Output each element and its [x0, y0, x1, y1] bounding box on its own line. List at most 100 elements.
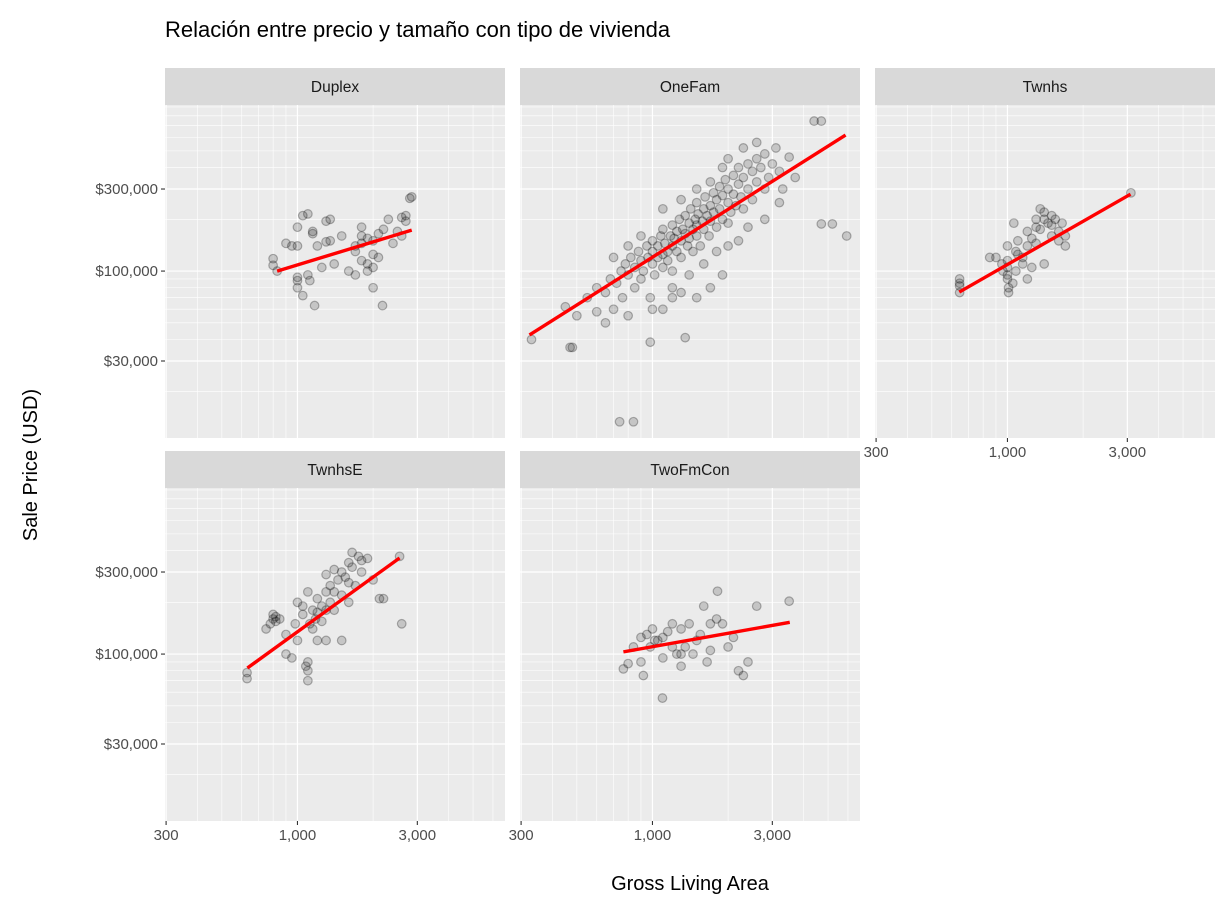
data-point: [526, 334, 537, 345]
data-point: [649, 270, 660, 280]
data-point: [680, 332, 691, 343]
data-point: [292, 275, 303, 286]
data-point: [400, 216, 411, 227]
data-point: [1010, 266, 1021, 276]
data-point: [1017, 259, 1028, 269]
data-point: [292, 241, 303, 251]
data-point: [693, 209, 704, 219]
data-point: [297, 601, 308, 612]
data-point: [623, 241, 634, 251]
data-point: [747, 166, 758, 177]
data-point: [657, 224, 668, 235]
data-point: [1007, 278, 1018, 289]
data-point: [816, 116, 827, 126]
data-point: [657, 203, 668, 214]
x-tick-label: 3,000: [1109, 444, 1147, 461]
panel-content: [875, 105, 1215, 438]
data-point: [705, 618, 716, 629]
data-point: [711, 222, 722, 233]
facet-strip: [520, 451, 860, 488]
y-tick-label: $300,000: [95, 564, 158, 581]
data-point: [636, 231, 646, 241]
data-point: [571, 310, 582, 321]
data-point: [708, 207, 719, 218]
facet-twofmcon: TwoFmCon 300 1,000 3,000: [509, 451, 860, 844]
data-point: [690, 214, 701, 225]
data-point: [316, 262, 327, 273]
data-point: [984, 252, 995, 263]
x-tick-label: 3,000: [399, 827, 437, 844]
data-point: [1008, 218, 1019, 229]
data-point: [307, 605, 318, 616]
data-point: [712, 586, 723, 597]
facet-duplex: Duplex $30,000 $100,000 $300,000: [95, 68, 505, 438]
data-point: [265, 618, 276, 629]
data-point: [261, 624, 271, 634]
data-point: [662, 626, 673, 637]
data-point: [784, 152, 795, 162]
data-point: [362, 266, 373, 276]
data-point: [759, 149, 770, 159]
data-point: [702, 657, 713, 667]
data-point: [1046, 210, 1057, 221]
data-point: [321, 236, 331, 247]
facet-strip-label: TwnhsE: [307, 462, 362, 479]
data-point: [784, 596, 795, 607]
data-point: [647, 259, 658, 269]
data-point: [268, 253, 279, 264]
data-point: [655, 231, 666, 241]
data-point: [671, 246, 682, 257]
data-point: [1022, 241, 1033, 251]
data-point: [738, 203, 749, 214]
data-point: [841, 231, 852, 241]
data-point: [608, 304, 619, 315]
panel-content: [520, 488, 860, 821]
data-point: [591, 306, 602, 317]
data-point: [676, 624, 686, 634]
data-point: [774, 197, 785, 208]
data-point: [676, 661, 686, 672]
facet-strip-label: OneFam: [660, 79, 720, 96]
data-point: [316, 601, 327, 612]
data-point: [698, 601, 709, 612]
data-point: [684, 618, 695, 629]
y-tick-label: $30,000: [104, 736, 158, 753]
data-point: [274, 614, 285, 624]
data-point: [309, 300, 320, 311]
data-point: [347, 547, 358, 558]
data-point: [691, 197, 702, 208]
data-point: [705, 200, 716, 211]
data-point: [743, 657, 753, 667]
data-point: [336, 635, 347, 646]
regression-line: [276, 228, 413, 273]
data-point: [733, 665, 744, 676]
data-point: [340, 572, 351, 583]
data-point: [356, 555, 367, 566]
data-point: [991, 252, 1001, 263]
data-point: [665, 231, 676, 241]
data-point: [717, 214, 728, 225]
data-point: [1022, 274, 1033, 284]
data-point: [343, 577, 354, 588]
data-point: [304, 275, 315, 286]
data-point: [662, 255, 673, 266]
regression-line: [246, 556, 401, 670]
data-point: [759, 214, 770, 225]
facet-strip: [165, 68, 505, 105]
data-point: [684, 218, 695, 229]
data-point: [705, 177, 716, 187]
data-point: [396, 618, 407, 629]
data-point: [1039, 214, 1050, 225]
data-point: [343, 597, 354, 608]
data-point: [638, 670, 649, 681]
data-point: [368, 262, 378, 273]
data-point: [336, 567, 347, 577]
data-point: [647, 235, 658, 246]
data-point: [809, 116, 820, 126]
data-point: [325, 214, 336, 225]
data-point: [685, 203, 696, 214]
data-point: [733, 235, 744, 246]
data-point: [307, 226, 318, 237]
x-tick-label: 300: [154, 827, 179, 844]
